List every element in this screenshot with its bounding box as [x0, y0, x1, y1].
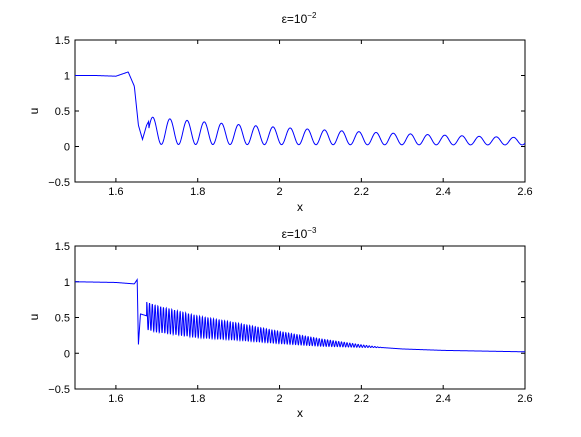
x-tick-label: 2.4	[436, 186, 451, 198]
x-tick-label: 2	[276, 393, 282, 405]
y-tick-label: 0.5	[55, 313, 70, 325]
y-tick-label: 0.5	[55, 106, 70, 118]
x-tick-label: 2.6	[517, 186, 532, 198]
plot-bottom-ylabel: u	[27, 314, 41, 321]
plot-top-series-line	[75, 71, 526, 146]
y-tick-label: 1	[64, 71, 70, 83]
y-tick-label: 1	[64, 277, 70, 289]
x-tick-label: 2.6	[517, 393, 532, 405]
plot-top-xlabel: x	[297, 200, 303, 214]
plot-top-title: ε=10−2	[282, 11, 317, 26]
y-tick-label: −0.5	[48, 384, 70, 396]
x-tick-label: 1.6	[108, 393, 123, 405]
y-tick-label: −0.5	[48, 177, 70, 189]
x-tick-label: 2	[276, 186, 282, 198]
y-tick-label: 1.5	[55, 241, 70, 253]
x-tick-label: 1.8	[190, 186, 205, 198]
plot-bottom-title: ε=10−3	[282, 226, 317, 241]
x-tick-label: 1.8	[190, 393, 205, 405]
plot-top-ylabel: u	[27, 108, 41, 115]
plot-bottom-series-line	[75, 278, 525, 353]
x-tick-label: 2.2	[354, 393, 369, 405]
plot-bottom-xlabel: x	[297, 406, 303, 420]
x-tick-label: 2.2	[354, 186, 369, 198]
plot-top-ticks: 1.6 1.8 2 2.2 2.4 2.6 −0.5 0 0.5 1 1.5	[48, 35, 532, 198]
y-tick-label: 0	[64, 348, 70, 360]
x-tick-label: 2.4	[436, 393, 451, 405]
y-tick-label: 1.5	[55, 35, 70, 47]
plot-bottom: ε=10−3 1.6 1.8 2 2.2 2.4 2.6 −0.5 0 0.5 1 1.5 x u	[27, 226, 533, 420]
x-tick-label: 1.6	[108, 186, 123, 198]
y-tick-label: 0	[64, 142, 70, 154]
plot-bottom-ticks: 1.6 1.8 2 2.2 2.4 2.6 −0.5 0 0.5 1 1.5	[48, 241, 532, 405]
plot-top: ε=10−2 1.6 1.8 2 2.2 2.4 2.6 −0.5 0 0.5 1 1.5 x u	[27, 11, 533, 214]
